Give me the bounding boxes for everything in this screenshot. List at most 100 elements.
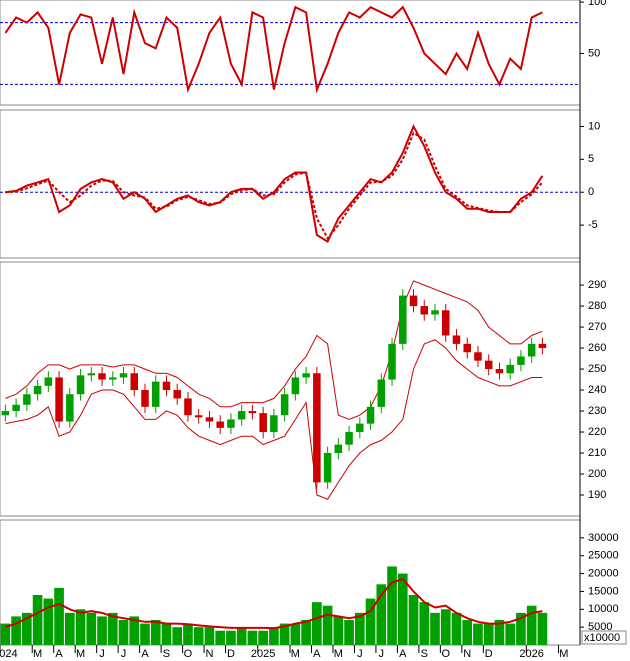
x-tick-label: N (205, 648, 213, 660)
volume-bar (483, 623, 494, 645)
candle-body (151, 381, 160, 407)
candle-body (66, 394, 74, 422)
volume-bar (419, 602, 430, 645)
y-tick-label: 200 (588, 468, 606, 480)
volume-bar (269, 627, 279, 645)
volume-bar (226, 630, 236, 645)
volume-bar (150, 620, 161, 645)
y-tick-label: 270 (588, 321, 606, 333)
candle-body (205, 417, 214, 422)
x-tick-label: 2025 (251, 648, 275, 660)
candle-body (474, 352, 482, 361)
candle-body (119, 373, 128, 378)
volume-bar (397, 573, 408, 645)
x-tick-label: M (334, 648, 343, 660)
volume-bar (516, 612, 526, 645)
candle-body (420, 306, 429, 315)
volume-bar (161, 623, 172, 645)
candle-body (23, 394, 31, 405)
y-tick-label: 30000 (588, 532, 619, 544)
candle-body (345, 432, 353, 445)
candle-body (334, 444, 343, 454)
candle-body (259, 413, 267, 433)
volume-bar (322, 605, 333, 645)
candle-body (216, 421, 224, 428)
y-tick-label: 25000 (588, 550, 619, 562)
y-tick-label: 280 (588, 300, 606, 312)
volume-bar (333, 616, 344, 645)
candle-body (323, 453, 332, 483)
candle-body (12, 404, 20, 412)
x-tick-label: D (227, 648, 235, 660)
volume-bar (387, 566, 397, 645)
y-tick-label: 220 (588, 426, 606, 438)
candle-body (162, 381, 171, 391)
y-tick-label: 0 (588, 186, 594, 198)
volume-bar (344, 620, 354, 645)
y-tick-label: 10000 (588, 603, 619, 615)
candle-body (98, 373, 106, 380)
unit-label: x10000 (584, 632, 620, 644)
candle-body (366, 406, 375, 424)
volume-bar (75, 609, 86, 645)
candle-body (227, 419, 235, 428)
volume-bar (107, 612, 118, 645)
volume-bar (54, 587, 64, 645)
candle-body (1, 411, 10, 416)
candle-body (517, 356, 525, 365)
candle-body (441, 310, 450, 336)
y-tick-label: 190 (588, 489, 606, 501)
candle-body (431, 310, 439, 315)
volume-bar (215, 630, 226, 645)
candle-body (291, 377, 300, 395)
x-tick-label: J (379, 648, 385, 660)
series-line (4, 5, 543, 94)
candle-body (33, 385, 42, 395)
y-tick-label: 50 (588, 47, 600, 59)
y-tick-label: 10 (588, 120, 600, 132)
x-tick-label: M (33, 648, 42, 660)
volume-bar (440, 609, 451, 645)
candle-body (55, 377, 63, 422)
series-line (5, 280, 543, 420)
candle-body (506, 364, 514, 374)
volume-bar (279, 623, 290, 645)
x-tick-label: N (463, 648, 471, 660)
volume-bar (312, 602, 322, 645)
y-tick-label: 5 (588, 153, 594, 165)
volume-bar (236, 627, 247, 645)
volume-bar (376, 584, 387, 645)
volume-bar (505, 623, 516, 645)
volume-bar (193, 627, 204, 645)
volume-bar (301, 620, 311, 645)
y-tick-label: 260 (588, 342, 606, 354)
volume-bar (97, 616, 107, 645)
candle-body (194, 415, 203, 418)
x-tick-label: O (441, 648, 450, 660)
unit-box (581, 630, 627, 645)
volume-bar (129, 616, 140, 645)
series-line (5, 124, 544, 244)
volume-bar (204, 627, 215, 645)
x-tick-label: 2024 (0, 648, 18, 660)
candle-body (184, 398, 192, 416)
candle-body (313, 373, 321, 483)
candle-body (484, 360, 493, 370)
candle-body (377, 379, 386, 407)
volume-bar (86, 612, 97, 645)
x-tick-label: D (485, 648, 493, 660)
candle-body (130, 373, 139, 391)
x-tick-label: A (141, 648, 149, 660)
x-tick-label: M (291, 648, 300, 660)
volume-bar (11, 616, 21, 645)
volume-bar (43, 598, 54, 645)
x-tick-label: A (399, 648, 407, 660)
volume-bar (64, 612, 75, 645)
candle-body (173, 390, 181, 399)
series-line (5, 131, 544, 241)
candle-body (237, 411, 246, 420)
y-tick-label: 250 (588, 363, 606, 375)
volume-bar (22, 612, 32, 645)
y-tick-label: 5000 (588, 621, 612, 633)
